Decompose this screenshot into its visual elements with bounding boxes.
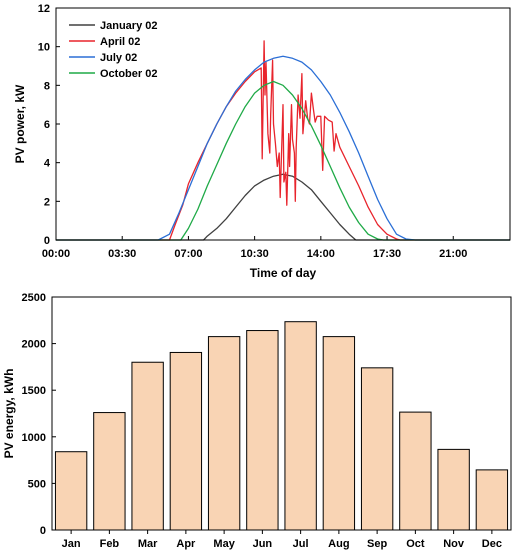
legend-label: January 02 <box>100 20 157 32</box>
y-tick-label: 2000 <box>22 339 46 351</box>
x-tick-label: Jun <box>253 538 273 550</box>
y-tick-label: 0 <box>44 235 50 247</box>
x-tick-label: Jan <box>62 538 81 550</box>
y-axis-title: PV energy, kWh <box>2 369 16 459</box>
legend: January 02 April 02 July 02 October 02 <box>69 20 157 80</box>
x-tick-label: May <box>213 538 235 550</box>
plot-frame <box>51 296 512 531</box>
y-tick-label: 1500 <box>22 385 46 397</box>
x-tick-label: Jul <box>293 538 309 550</box>
series-line <box>56 173 510 241</box>
x-tick-label: 00:00 <box>42 248 70 260</box>
bar <box>399 411 432 531</box>
series-line <box>56 55 510 241</box>
bar <box>322 336 356 531</box>
bar <box>54 451 88 531</box>
x-tick-label: 14:00 <box>307 248 335 260</box>
x-tick-label: Oct <box>406 538 425 550</box>
bar <box>284 321 317 531</box>
y-tick-label: 1000 <box>22 432 46 444</box>
y-axis-title: PV power, kW <box>13 84 27 163</box>
x-axis-title: Time of day <box>250 266 317 280</box>
x-axis-ticks: 00:00 03:30 07:00 10:30 14:00 17:30 21:00 <box>42 236 467 260</box>
legend-label: July 02 <box>100 52 137 64</box>
y-tick-label: 8 <box>44 80 50 92</box>
bar <box>360 367 394 531</box>
y-tick-label: 12 <box>38 3 50 15</box>
y-tick-label: 500 <box>28 478 46 490</box>
y-tick-label: 10 <box>38 42 50 54</box>
x-tick-label: Dec <box>482 538 502 550</box>
bar <box>437 448 470 531</box>
bar <box>207 336 241 531</box>
legend-label: October 02 <box>100 68 157 80</box>
bar <box>169 351 203 531</box>
series-lines <box>56 40 510 241</box>
x-tick-label: Aug <box>328 538 349 550</box>
series-line <box>56 40 510 241</box>
x-tick-label: Apr <box>176 538 196 550</box>
pv-power-line-chart: 0 2 4 6 8 10 12 00:00 03:30 07:00 10:30 14:00 17:30… <box>13 3 511 280</box>
plot-frame <box>55 7 511 241</box>
y-tick-label: 6 <box>44 119 50 131</box>
x-tick-label: 10:30 <box>241 248 269 260</box>
y-axis-ticks: 0 500 1000 1500 2000 2500 <box>22 292 56 537</box>
bar <box>131 361 164 531</box>
x-tick-label: Mar <box>138 538 158 550</box>
x-tick-label: Feb <box>100 538 120 550</box>
x-tick-label: Sep <box>367 538 387 550</box>
x-tick-label: 21:00 <box>439 248 467 260</box>
bars <box>54 321 509 531</box>
y-tick-label: 2 <box>44 196 50 208</box>
bar <box>93 412 126 531</box>
bar <box>475 469 509 531</box>
y-axis-ticks: 0 2 4 6 8 10 12 <box>38 3 60 247</box>
series-line <box>56 80 510 241</box>
x-tick-label: 07:00 <box>174 248 202 260</box>
legend-label: April 02 <box>100 36 140 48</box>
y-tick-label: 0 <box>40 525 46 537</box>
x-tick-label: 17:30 <box>373 248 401 260</box>
y-tick-label: 4 <box>44 158 51 170</box>
x-tick-label: 03:30 <box>108 248 136 260</box>
x-axis-ticks: Jan Feb Mar Apr May Jun Jul Aug Sep Oct Nov Dec <box>62 530 502 550</box>
y-tick-label: 2500 <box>22 292 46 304</box>
x-tick-label: Nov <box>443 538 465 550</box>
bar <box>246 330 279 531</box>
